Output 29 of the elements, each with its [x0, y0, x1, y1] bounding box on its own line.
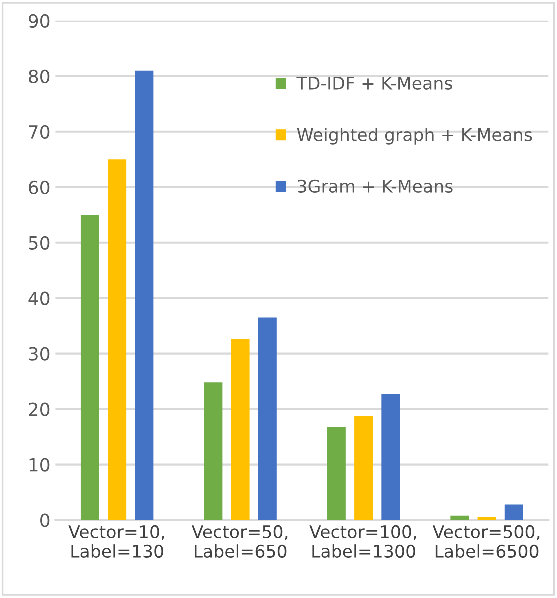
y-tick-label: 0 [40, 514, 50, 528]
bar [327, 427, 346, 520]
legend-label: Weighted graph + K-Means [297, 128, 532, 145]
x-tick-label: Vector=100, Label=1300 [310, 525, 416, 558]
bar [450, 516, 470, 520]
y-tick-label: 60 [29, 180, 50, 194]
bar [108, 160, 127, 520]
y-tick-label: 50 [29, 236, 50, 250]
bar [231, 339, 250, 520]
y-tick-label: 10 [30, 458, 50, 472]
x-tick-label: Vector=50, Label=650 [192, 525, 288, 558]
y-tick-label: 80 [29, 70, 50, 84]
y-tick-label: 30 [29, 347, 50, 361]
bar [258, 318, 277, 520]
bar [354, 416, 374, 520]
bar [135, 70, 154, 520]
x-tick-label: Vector=10, Label=130 [68, 525, 164, 558]
y-tick-label: 40 [28, 292, 50, 306]
bar [204, 382, 223, 520]
bar [478, 517, 496, 520]
legend-label: TD-IDF + K-Means [296, 77, 452, 90]
x-tick-label: Vector=500, Label=6500 [432, 525, 540, 558]
y-tick-label: 90 [29, 14, 50, 28]
y-tick-label: 70 [29, 125, 50, 140]
bar [504, 504, 524, 520]
bar [382, 394, 400, 520]
y-tick-label: 20 [29, 402, 50, 416]
bar [80, 215, 100, 520]
legend-label: 3Gram + K-Means [298, 180, 453, 193]
